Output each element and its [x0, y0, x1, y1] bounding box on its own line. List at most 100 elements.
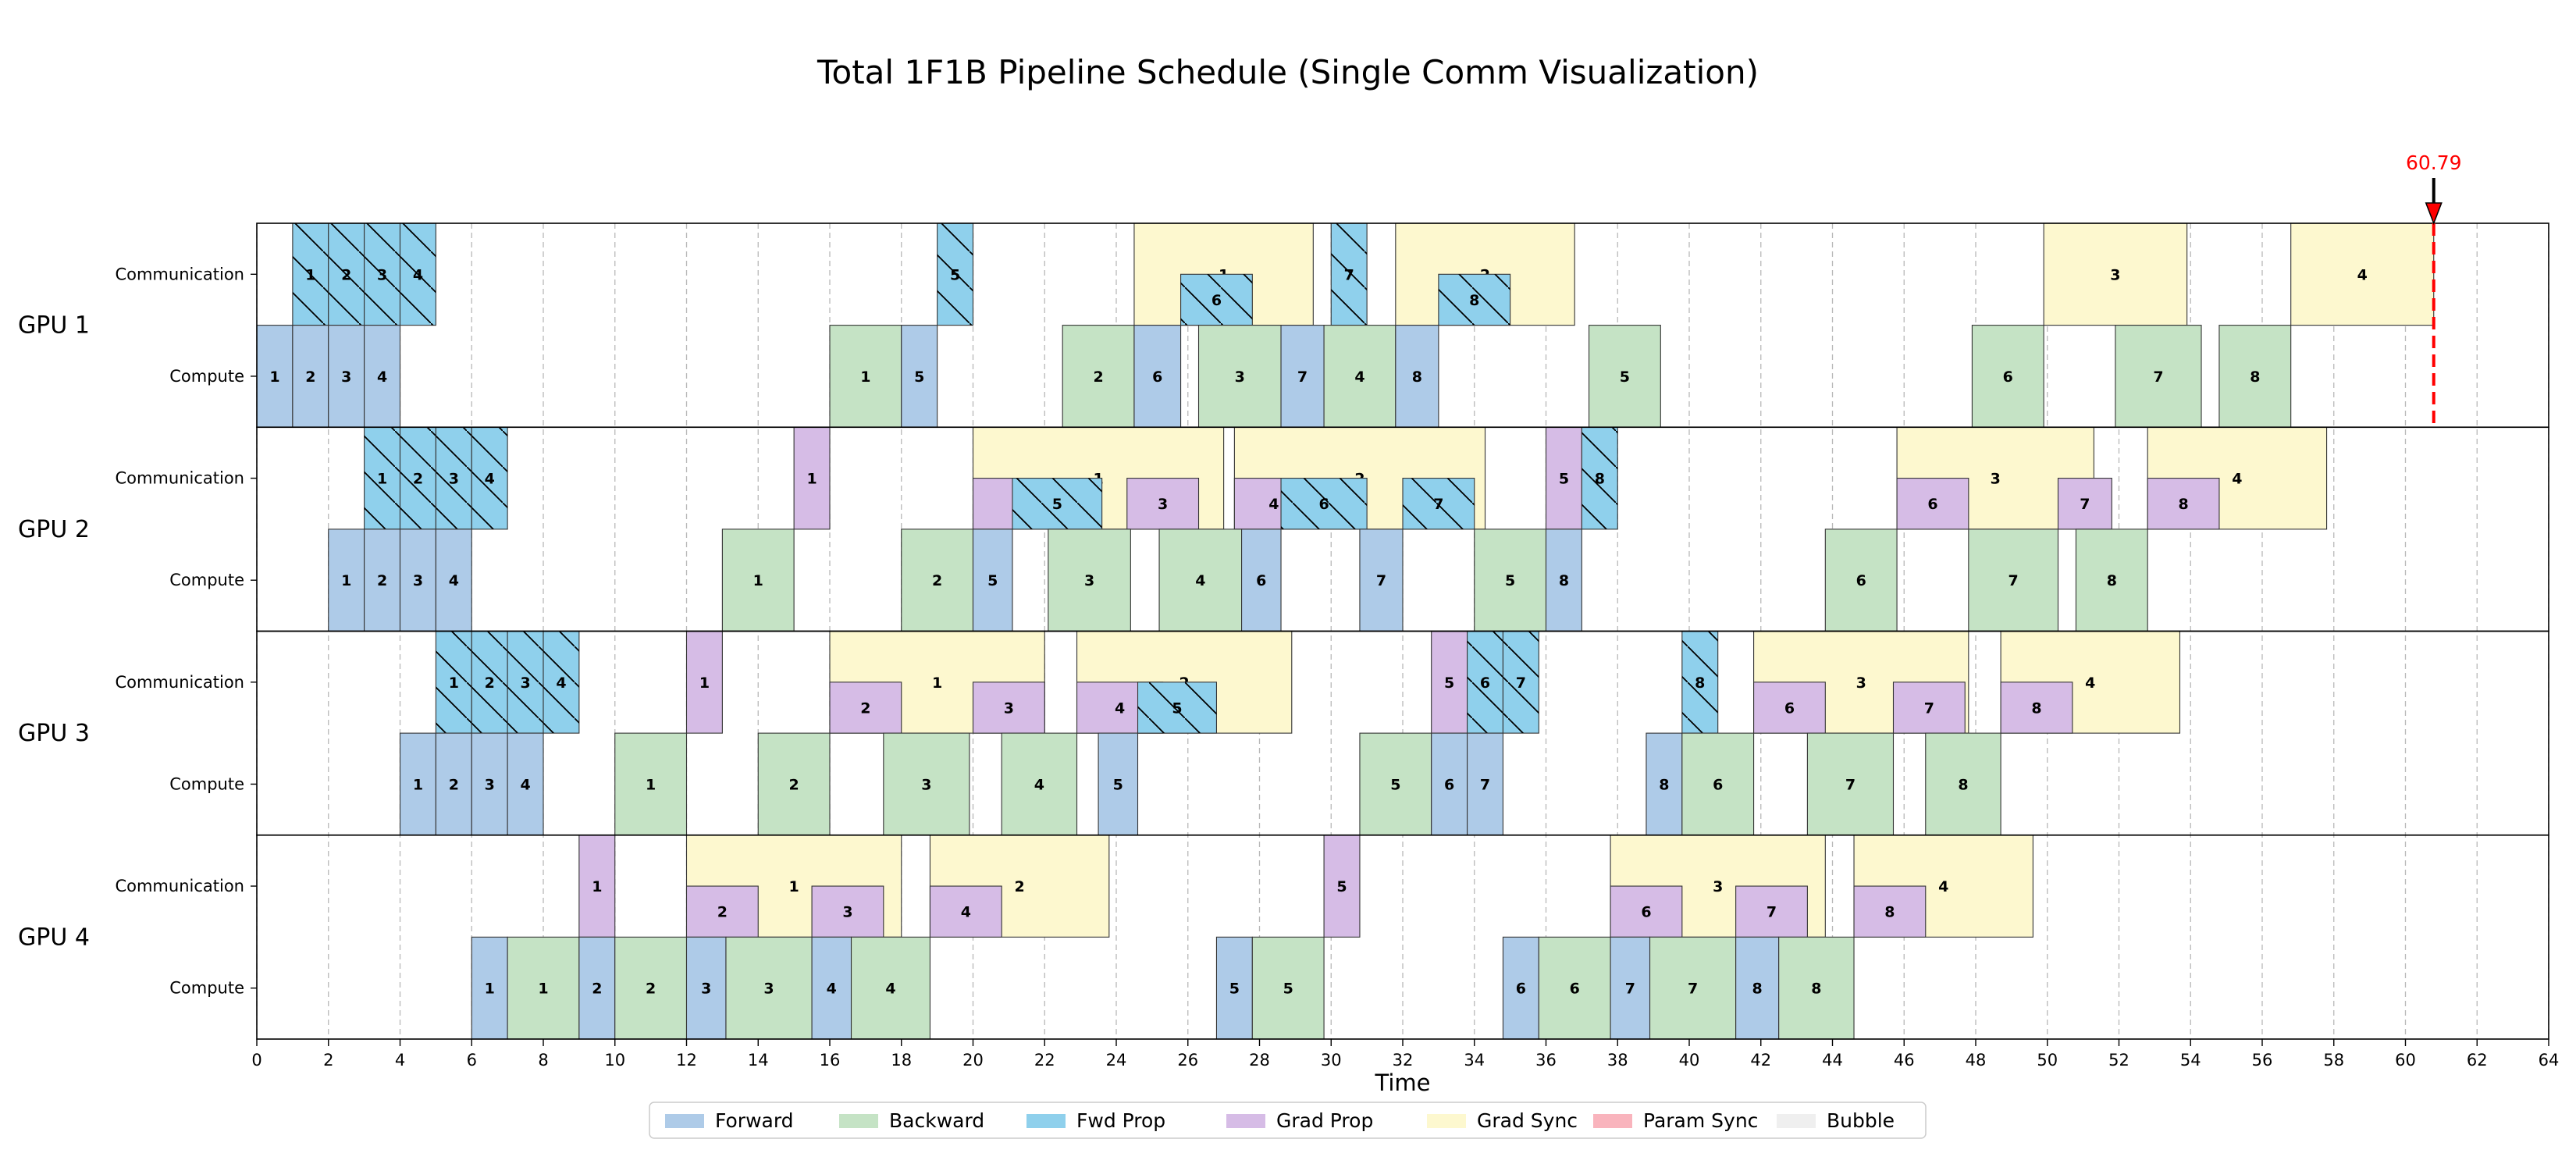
block-label: 2 — [449, 776, 459, 793]
block-label: 8 — [2031, 699, 2041, 717]
block-label: 2 — [717, 904, 728, 921]
block-label: 7 — [1767, 904, 1777, 921]
gpu-2-compute-forward-block — [1359, 529, 1404, 632]
row-label-compute: Compute — [169, 571, 244, 589]
block-label: 7 — [1376, 572, 1386, 589]
x-tick-label: 2 — [323, 1051, 333, 1070]
x-tick-label: 52 — [2108, 1051, 2129, 1070]
block-label: 1 — [377, 471, 387, 488]
gpu-3-comm-grad-prop-block — [2000, 682, 2073, 734]
gpu-1-compute-backward-block — [1197, 325, 1282, 428]
x-tick-label: 4 — [395, 1051, 405, 1070]
block-label: 3 — [701, 981, 711, 998]
block-label: 3 — [1713, 878, 1723, 895]
block-label: 8 — [1811, 981, 1821, 998]
x-tick-label: 20 — [962, 1051, 984, 1070]
gpu-2-compute-forward-block — [1241, 529, 1282, 632]
legend-swatch-grad-prop — [1226, 1114, 1265, 1128]
gpu-2-comm-grad-prop-block — [1896, 478, 1969, 530]
block-label: 4 — [961, 904, 971, 921]
x-tick-label: 36 — [1535, 1051, 1557, 1070]
block-label: 8 — [2107, 572, 2117, 589]
gpu-3-comm-grad-prop-block — [1892, 682, 1966, 734]
block-label: 5 — [1444, 674, 1454, 692]
gpu-4-compute-forward-block — [1735, 936, 1780, 1040]
gpu-4-comm-grad-prop-block — [685, 885, 759, 938]
block-label: 6 — [1713, 776, 1723, 793]
block-label: 5 — [1113, 776, 1123, 793]
gpu-2-compute-forward-block — [972, 529, 1013, 632]
gpu-2-comm-grad-prop-block — [1126, 478, 1200, 530]
fwd-prop-hatch — [1403, 478, 1475, 529]
block-label: 5 — [1229, 981, 1240, 998]
block-label: 4 — [1115, 699, 1125, 717]
gpu-4-compute-forward-block — [685, 936, 727, 1040]
gpu-1-compute-forward-block — [1395, 325, 1439, 428]
legend-label: Forward — [715, 1109, 794, 1132]
block-label: 8 — [1595, 471, 1605, 488]
gpu-4-compute-backward-block — [614, 936, 688, 1040]
fwd-prop-hatch — [1331, 223, 1368, 326]
legend-label: Grad Prop — [1276, 1109, 1373, 1132]
block-label: 4 — [885, 981, 895, 998]
block-label: 2 — [860, 699, 870, 717]
gpu-3-compute-backward-block — [1359, 732, 1432, 836]
block-label: 5 — [1336, 878, 1347, 895]
x-tick-label: 38 — [1607, 1051, 1628, 1070]
block-label: 8 — [1412, 368, 1422, 386]
gpu-2-compute-forward-block — [364, 529, 401, 632]
gpu-4-comm-grad-prop-block — [1735, 885, 1808, 938]
x-tick-label: 34 — [1464, 1051, 1485, 1070]
block-label: 6 — [1641, 904, 1651, 921]
block-label: 3 — [413, 572, 423, 589]
fwd-prop-hatch — [1582, 427, 1618, 529]
row-label-compute: Compute — [169, 979, 244, 998]
block-label: 8 — [1559, 572, 1569, 589]
block-label: 8 — [1695, 674, 1705, 692]
x-tick-label: 0 — [251, 1051, 262, 1070]
fwd-prop-hatch — [937, 223, 973, 326]
block-label: 4 — [520, 776, 530, 793]
x-tick-label: 42 — [1750, 1051, 1771, 1070]
block-label: 6 — [1444, 776, 1454, 793]
gpu-3-compute-forward-block — [507, 732, 544, 836]
block-label: 6 — [1856, 572, 1866, 589]
x-tick-label: 58 — [2323, 1051, 2344, 1070]
x-tick-label: 24 — [1106, 1051, 1127, 1070]
gpu-2-comm-grad-prop-block — [1545, 426, 1582, 530]
end-time-marker: 60.79 — [2406, 151, 2462, 428]
gpu-2-comm-grad-prop-block — [793, 426, 831, 530]
fwd-prop-hatch — [292, 223, 329, 326]
x-tick-label: 12 — [676, 1051, 697, 1070]
block-label: 4 — [1354, 368, 1364, 386]
block-label: 1 — [806, 471, 817, 488]
row-label-compute: Compute — [169, 774, 244, 793]
block-label: 7 — [1924, 699, 1934, 717]
gpu-2-compute-backward-block — [1824, 529, 1898, 632]
block-label: 3 — [1856, 674, 1866, 692]
block-label: 6 — [1927, 496, 1937, 513]
block-label: 2 — [1093, 368, 1103, 386]
gpu-4-comm-grad-prop-block — [929, 885, 1002, 938]
x-tick-label: 60 — [2395, 1051, 2416, 1070]
gpu-4-comm-grad-prop-block — [1853, 885, 1927, 938]
x-tick-label: 48 — [1966, 1051, 1987, 1070]
fwd-prop-hatch — [328, 223, 365, 326]
fwd-prop-hatch — [436, 427, 472, 529]
block-label: 4 — [413, 266, 423, 283]
block-label: 1 — [341, 572, 351, 589]
block-label: 1 — [413, 776, 423, 793]
gpu-4-comm-grad-prop-block — [1610, 885, 1683, 938]
gpu-3-compute-forward-block — [435, 732, 472, 836]
block-label: 1 — [485, 981, 495, 998]
x-tick-label: 54 — [2180, 1051, 2201, 1070]
block-label: 5 — [1620, 368, 1630, 386]
marker-label: 60.79 — [2406, 151, 2462, 174]
gpu-4-compute-forward-block — [1502, 936, 1539, 1040]
block-label: 3 — [763, 981, 774, 998]
gpu-2-compute-forward-block — [435, 529, 472, 632]
gpu-2-comm-grad-prop-block — [2147, 478, 2220, 530]
block-label: 4 — [449, 572, 459, 589]
fwd-prop-hatch — [1281, 478, 1368, 529]
x-tick-label: 18 — [891, 1051, 912, 1070]
